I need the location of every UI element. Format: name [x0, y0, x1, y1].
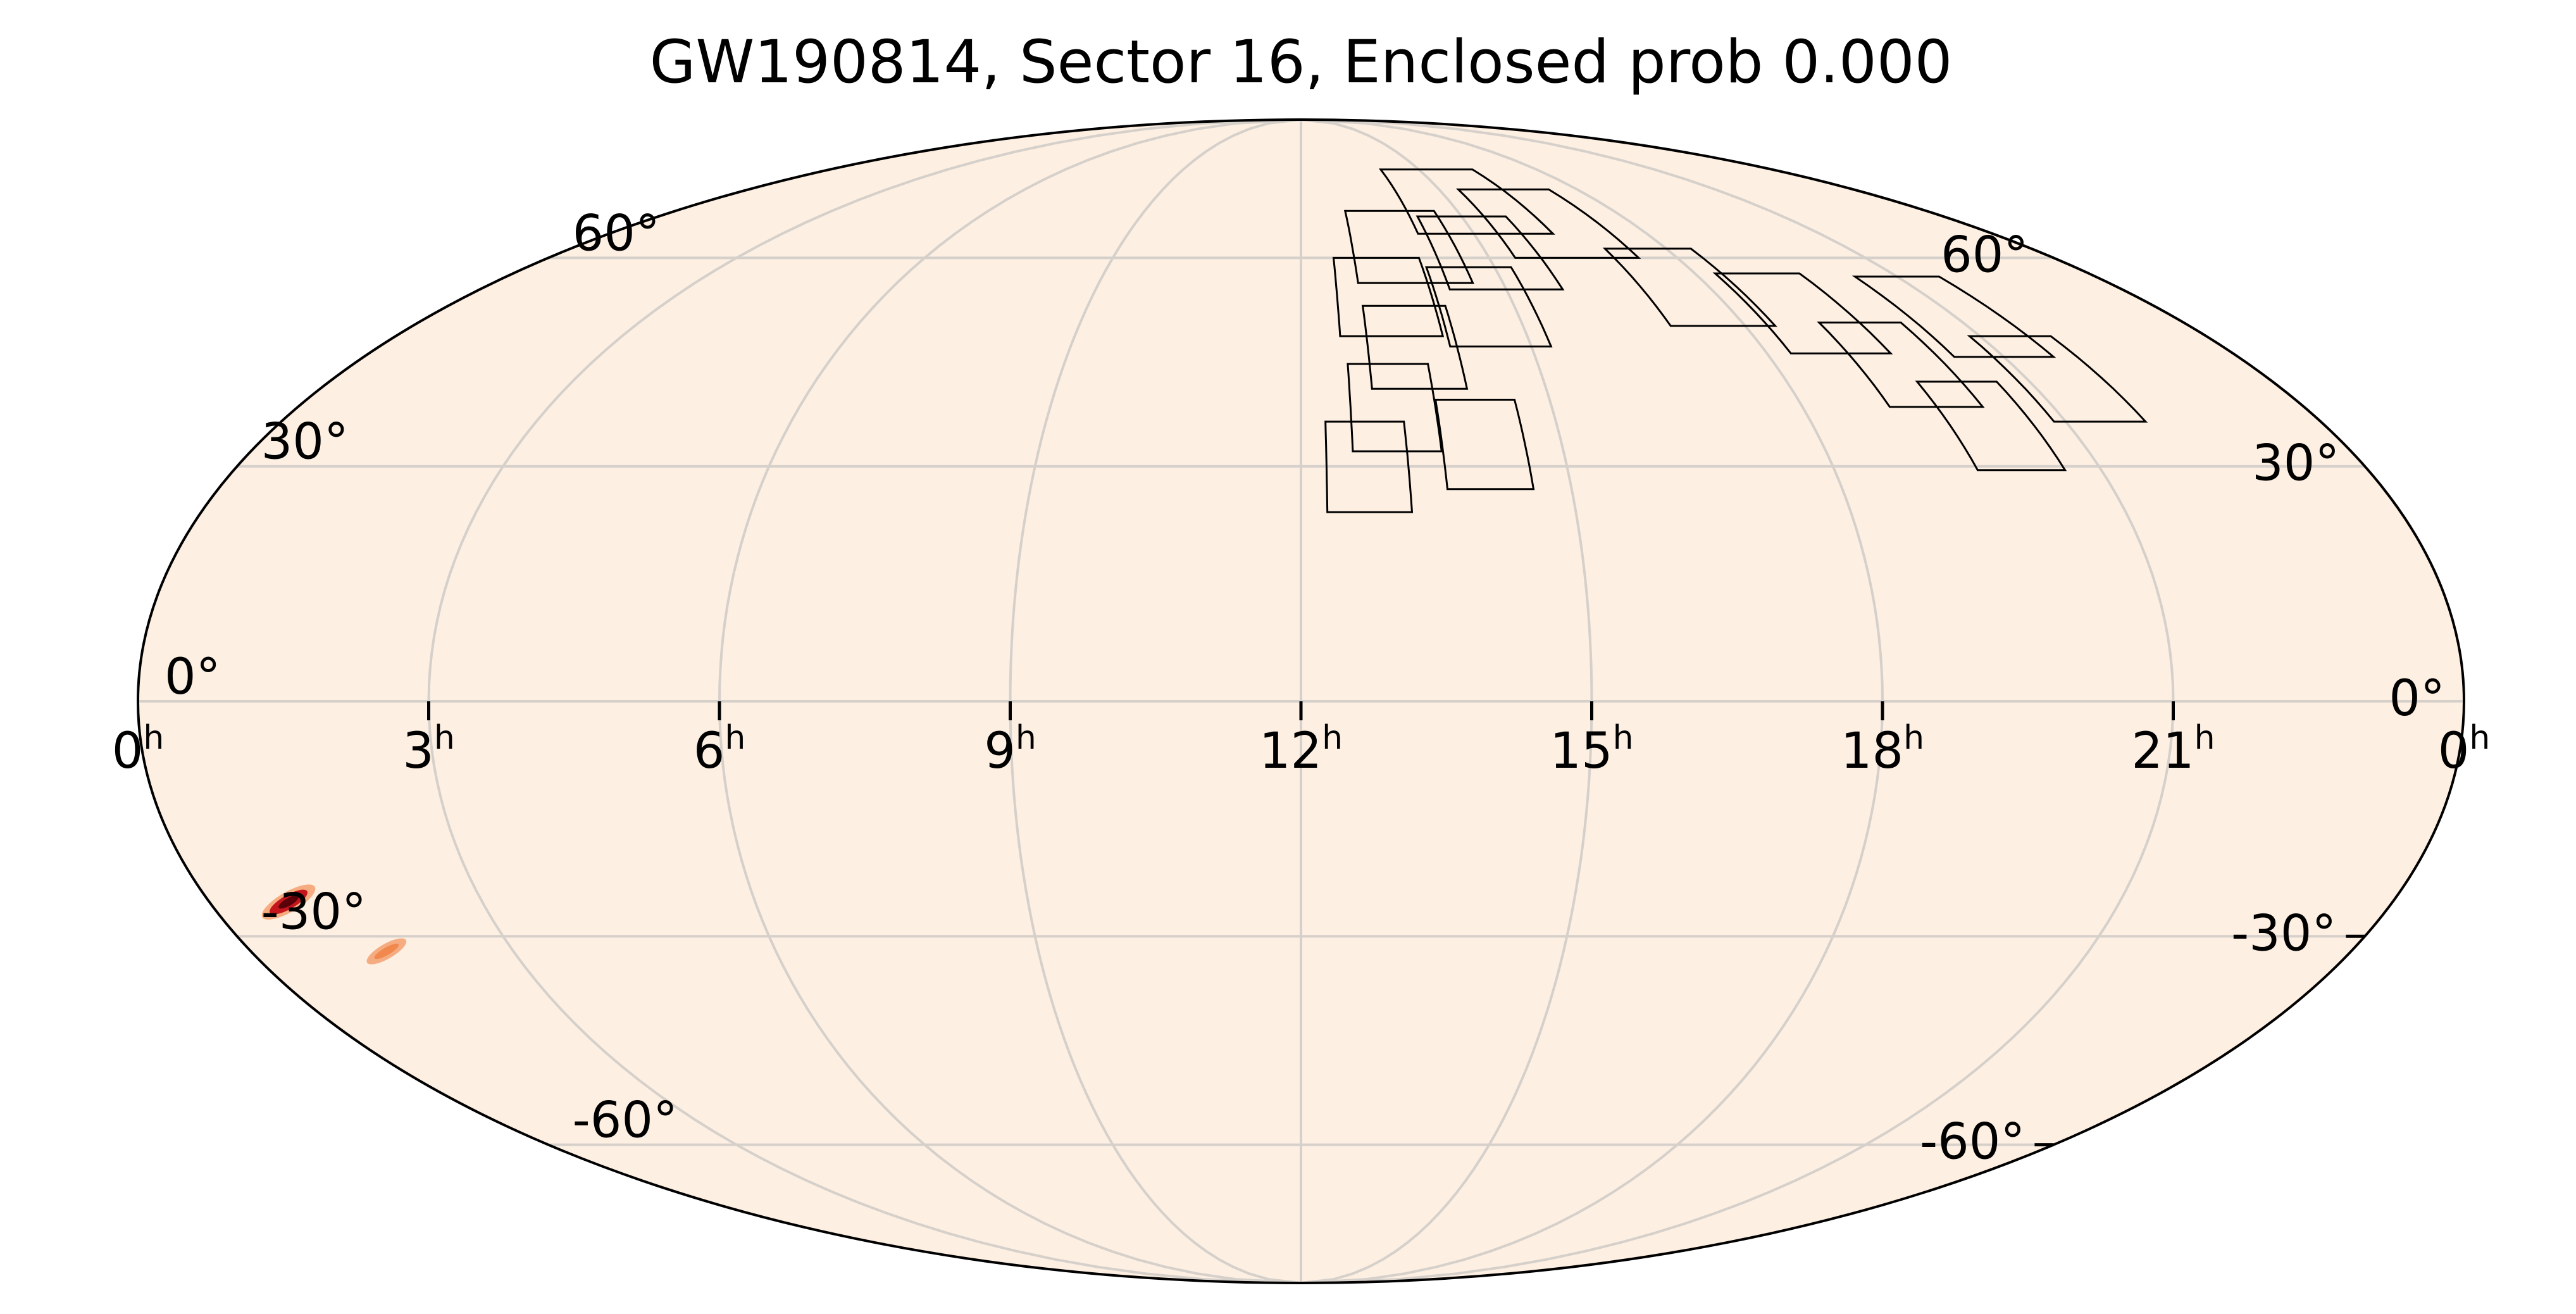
dec-label-right: -30° [261, 884, 366, 941]
sky-outline [137, 118, 2465, 1284]
dec-label-right: -60° [573, 1092, 678, 1149]
ra-label: 0h [2438, 719, 2491, 780]
ccd-footprint [1602, 247, 1777, 327]
ccd-footprint [1424, 266, 1553, 347]
dec-label-right: 30° [261, 414, 349, 471]
dec-label-left: 60° [1941, 227, 2028, 284]
ccd-footprint [1378, 168, 1555, 235]
tess-sector-footprints [1324, 168, 2148, 513]
axis-ticks [427, 701, 2365, 1147]
ccd-footprint [1851, 275, 2056, 358]
dec-label-left: 0° [2389, 670, 2445, 727]
dec-label-left: 30° [2252, 435, 2339, 492]
ccd-footprint [1324, 420, 1414, 513]
ccd-footprint [1967, 335, 2148, 423]
ra-label: 15h [1550, 719, 1633, 780]
probability-hotspot [366, 938, 407, 965]
map-title: GW190814, Sector 16, Enclosed prob 0.000 [650, 28, 1953, 97]
dec-label-left: -30° [2231, 905, 2336, 962]
ccd-footprint [1332, 256, 1445, 337]
ccd-footprint [1455, 188, 1641, 259]
ccd-footprint [1817, 322, 1985, 408]
ccd-footprint [1343, 210, 1474, 284]
dec-axis-labels: 60° 30° 0° -30° -60° 60° 30° 0° -30° -60° [165, 205, 2445, 1170]
ccd-footprint [1361, 304, 1469, 390]
probability-hotspots [261, 884, 407, 965]
ccd-footprint [1434, 399, 1535, 491]
ccd-footprint [1712, 272, 1893, 354]
ccd-footprint [1347, 363, 1443, 453]
dec-label-left: -60° [1920, 1114, 2025, 1171]
dec-label-right: 60° [573, 205, 660, 262]
ccd-footprint [1416, 215, 1565, 291]
ccd-footprint [1915, 380, 2067, 472]
probability-hotspot [261, 884, 316, 920]
dec-label-right: 0° [165, 649, 221, 706]
